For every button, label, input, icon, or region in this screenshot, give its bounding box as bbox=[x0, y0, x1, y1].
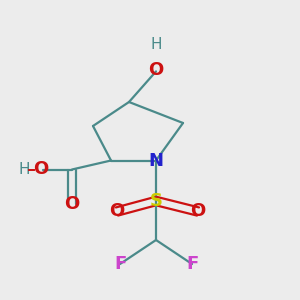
Text: O: O bbox=[33, 160, 48, 178]
Text: H: H bbox=[19, 162, 30, 177]
Text: O: O bbox=[64, 195, 80, 213]
Text: H: H bbox=[150, 37, 162, 52]
Text: F: F bbox=[114, 255, 126, 273]
Text: O: O bbox=[148, 61, 164, 79]
Text: S: S bbox=[149, 192, 163, 210]
Text: O: O bbox=[110, 202, 124, 220]
Text: F: F bbox=[186, 255, 198, 273]
Text: N: N bbox=[148, 152, 164, 169]
Text: O: O bbox=[190, 202, 206, 220]
